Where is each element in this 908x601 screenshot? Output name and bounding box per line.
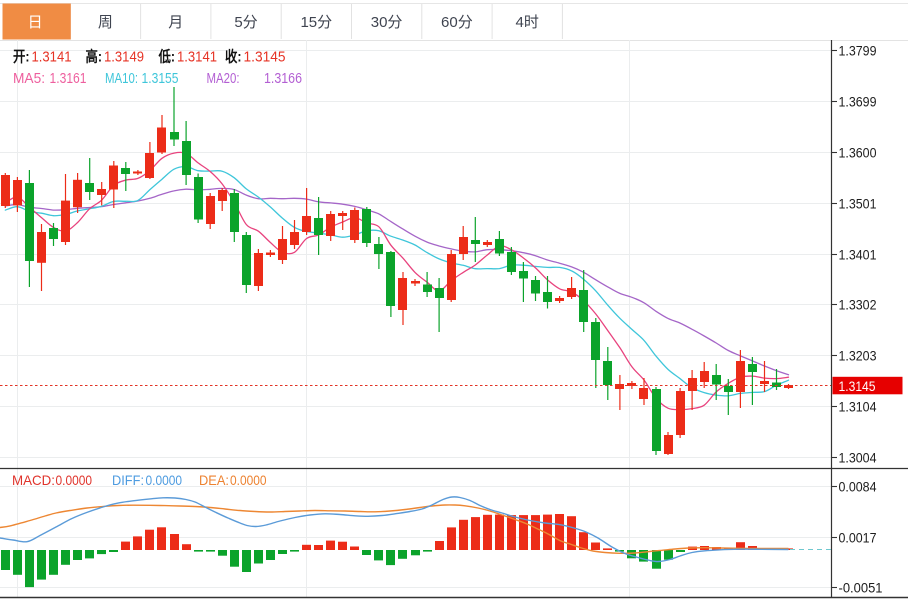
svg-text:0.0000: 0.0000: [56, 472, 93, 488]
svg-text:MA20:: MA20:: [207, 71, 240, 87]
svg-text:30分: 30分: [371, 14, 403, 31]
svg-text:高:: 高:: [86, 48, 103, 66]
svg-text:1.3401: 1.3401: [839, 247, 877, 262]
svg-text:周: 周: [98, 14, 113, 31]
svg-text:1.3145: 1.3145: [244, 50, 286, 66]
svg-text:5分: 5分: [234, 14, 257, 31]
svg-text:1.3501: 1.3501: [839, 196, 877, 211]
svg-text:60分: 60分: [441, 14, 473, 31]
svg-text:1.3104: 1.3104: [839, 399, 877, 414]
svg-text:1.3302: 1.3302: [839, 297, 877, 312]
svg-text:0.0000: 0.0000: [146, 472, 183, 488]
svg-text:1.3699: 1.3699: [839, 94, 877, 109]
svg-text:MA5:: MA5:: [13, 71, 45, 87]
svg-text:1.3203: 1.3203: [839, 348, 877, 363]
svg-text:1.3149: 1.3149: [104, 50, 144, 66]
svg-text:低:: 低:: [158, 48, 175, 66]
svg-text:1.3141: 1.3141: [177, 50, 217, 66]
svg-text:DIFF:: DIFF:: [112, 472, 144, 488]
svg-text:收:: 收:: [225, 48, 242, 66]
svg-text:0.0017: 0.0017: [839, 530, 877, 545]
svg-text:1.3145: 1.3145: [839, 379, 876, 394]
svg-text:1.3166: 1.3166: [264, 71, 302, 87]
svg-text:1.3799: 1.3799: [839, 43, 877, 58]
svg-text:-0.0051: -0.0051: [839, 580, 883, 595]
svg-text:MACD:: MACD:: [12, 472, 55, 488]
svg-text:0.0000: 0.0000: [230, 472, 267, 488]
svg-text:日: 日: [28, 14, 43, 31]
svg-text:15分: 15分: [300, 14, 332, 31]
svg-text:开:: 开:: [13, 49, 30, 66]
svg-text:MA10:: MA10:: [105, 71, 138, 87]
svg-text:DEA:: DEA:: [199, 472, 229, 488]
svg-text:1.3155: 1.3155: [142, 71, 179, 87]
svg-text:4时: 4时: [516, 14, 539, 31]
svg-text:1.3004: 1.3004: [839, 450, 877, 465]
svg-text:月: 月: [168, 14, 183, 31]
svg-text:1.3141: 1.3141: [32, 50, 72, 66]
svg-text:1.3600: 1.3600: [839, 145, 877, 160]
svg-text:1.3161: 1.3161: [50, 71, 87, 87]
svg-text:0.0084: 0.0084: [839, 479, 877, 494]
